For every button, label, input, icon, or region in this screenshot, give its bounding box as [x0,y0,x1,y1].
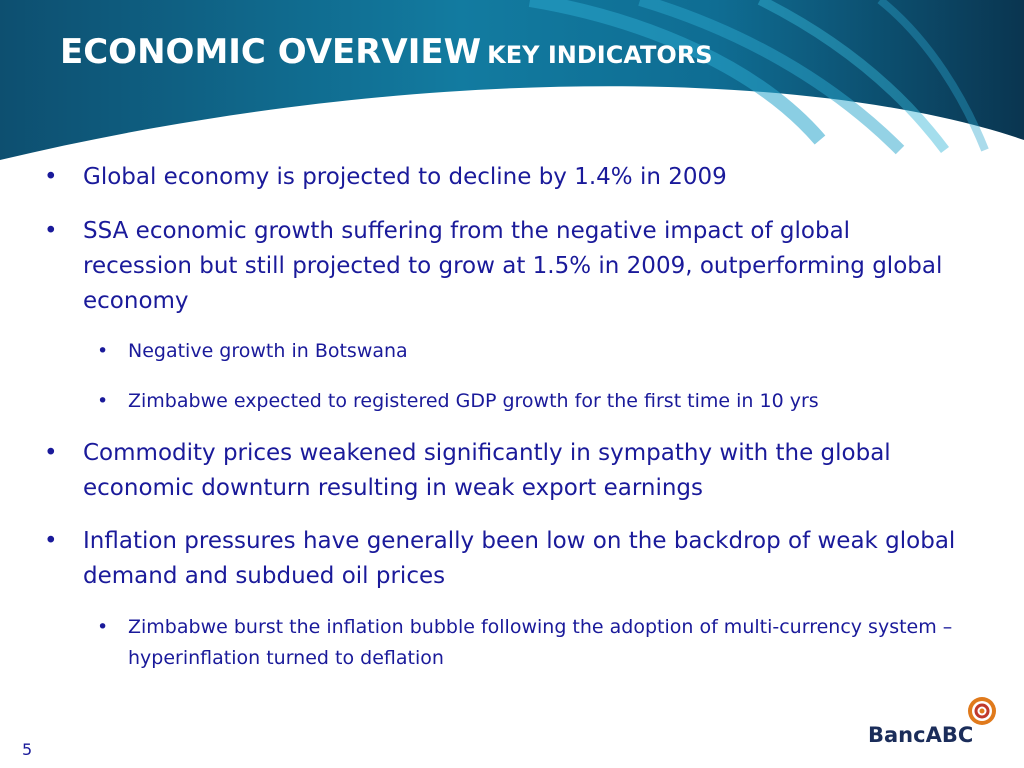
bullet-text: SSA economic growth suffering from the n… [83,218,943,314]
bullet-item: • Commodity prices weakened significantl… [44,436,964,506]
header-background [0,0,1024,160]
bullet-item: • Global economy is projected to decline… [44,160,964,195]
bullet-item: • SSA economic growth suffering from the… [44,214,964,319]
title-subtitle: KEY INDICATORS [487,41,713,69]
slide-title: ECONOMIC OVERVIEW KEY INDICATORS [60,32,713,72]
sub-bullet-dot-icon: • [97,390,109,412]
slide-header: ECONOMIC OVERVIEW KEY INDICATORS [0,0,1024,170]
bullet-text: Inflation pressures have generally been … [83,528,956,589]
bancabc-logo: BancABC [868,695,1008,755]
sub-bullet-dot-icon: • [97,616,109,638]
sub-bullet-text: Zimbabwe expected to registered GDP grow… [128,390,819,412]
sub-bullet-text: Negative growth in Botswana [128,340,408,362]
page-number: 5 [22,740,33,759]
sub-bullet-text: Zimbabwe burst the inflation bubble foll… [128,616,953,669]
bullet-dot-icon: • [44,440,58,466]
bullet-dot-icon: • [44,164,58,190]
sub-bullet-item: • Zimbabwe burst the inflation bubble fo… [97,612,1002,674]
bullet-text: Global economy is projected to decline b… [83,164,727,190]
bullet-dot-icon: • [44,528,58,554]
logo-text: BancABC [868,723,974,747]
title-main: ECONOMIC OVERVIEW [60,32,482,72]
sub-bullet-item: • Zimbabwe expected to registered GDP gr… [97,386,1002,417]
sub-bullet-item: • Negative growth in Botswana [97,336,1002,367]
bullet-item: • Inflation pressures have generally bee… [44,524,964,594]
sub-bullet-dot-icon: • [97,340,109,362]
bullet-text: Commodity prices weakened significantly … [83,440,891,501]
logo-rings-icon [968,697,996,725]
bullet-dot-icon: • [44,218,58,244]
